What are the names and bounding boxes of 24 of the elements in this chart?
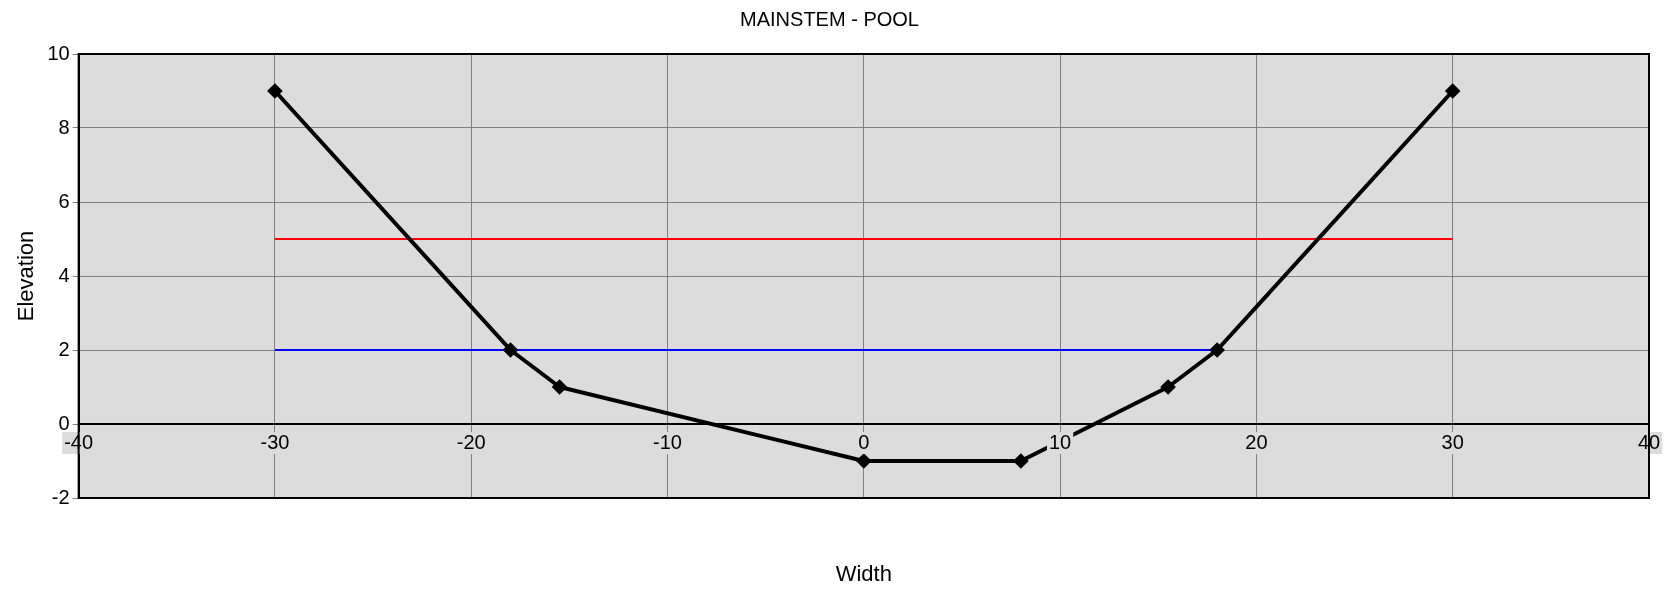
y-tick-label: 2 <box>58 337 70 360</box>
point <box>503 343 518 357</box>
x-tick-label: -10 <box>653 430 682 453</box>
x-tick-label: 30 <box>1441 430 1464 453</box>
x-axis-title: Width <box>835 561 892 587</box>
y-tick-label: 6 <box>58 189 70 212</box>
point <box>1445 84 1460 98</box>
point <box>856 454 871 468</box>
y-tick-label: 4 <box>58 263 70 286</box>
x-tick-label: 0 <box>858 430 870 453</box>
point <box>552 380 567 394</box>
y-tick-label: 8 <box>58 115 70 138</box>
x-tick-label: 10 <box>1048 430 1072 453</box>
x-tick-label: -20 <box>456 430 486 453</box>
y-axis-title: Elevation <box>13 230 39 322</box>
y-tick-label: -2 <box>51 485 70 508</box>
point <box>1013 454 1028 468</box>
point <box>1161 380 1176 394</box>
point <box>1210 343 1225 357</box>
point <box>267 84 282 98</box>
y-tick-label: 10 <box>47 41 70 64</box>
x-tick-label: 20 <box>1245 430 1268 453</box>
chart-title: MAINSTEM - POOL <box>740 7 919 30</box>
x-tick-label: -30 <box>260 430 290 453</box>
